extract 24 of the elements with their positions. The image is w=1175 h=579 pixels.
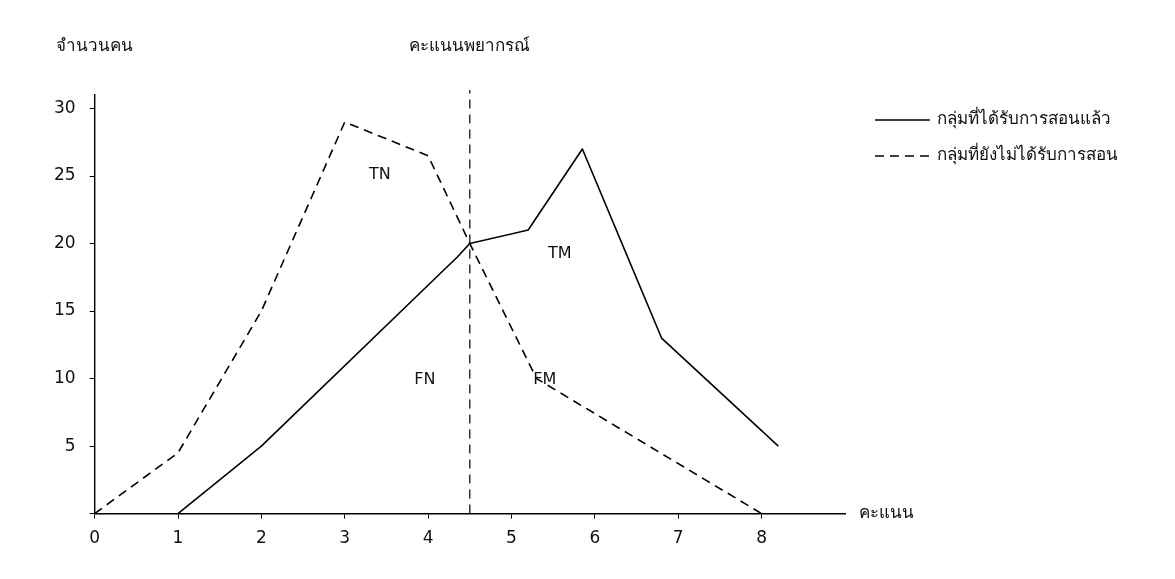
x-tick-label: 3 (339, 527, 351, 548)
annotation: FM (533, 368, 557, 388)
y-tick-label: 25 (53, 164, 76, 185)
annotation: TN (367, 163, 391, 183)
annotation: TM (547, 243, 572, 263)
y-tick-label: 5 (64, 434, 76, 455)
legend-label: กลุ่มที่ยังไม่ได้รับการสอน (937, 142, 1118, 166)
ref-line-label: คะแนนพยากรณ์ (409, 34, 531, 55)
x-tick-label: 8 (756, 527, 768, 548)
y-tick-label: 30 (53, 96, 76, 117)
y-tick-label: 10 (53, 366, 76, 387)
x-tick-label: 1 (172, 527, 184, 548)
y-tick-label: 15 (53, 299, 76, 320)
x-tick-label: 7 (672, 527, 684, 548)
annotation: FN (414, 368, 436, 388)
x-tick-label: 5 (506, 527, 517, 548)
y-axis-title: จำนวนคน (56, 34, 134, 55)
legend-label: กลุ่มที่ได้รับการสอนแล้ว (937, 106, 1111, 130)
x-tick-label: 2 (255, 527, 267, 548)
x-tick-label: 6 (589, 527, 601, 548)
x-axis-title: คะแนน (859, 502, 914, 523)
y-tick-label: 20 (53, 231, 76, 252)
x-tick-label: 4 (422, 527, 434, 548)
x-tick-label: 0 (89, 527, 101, 548)
